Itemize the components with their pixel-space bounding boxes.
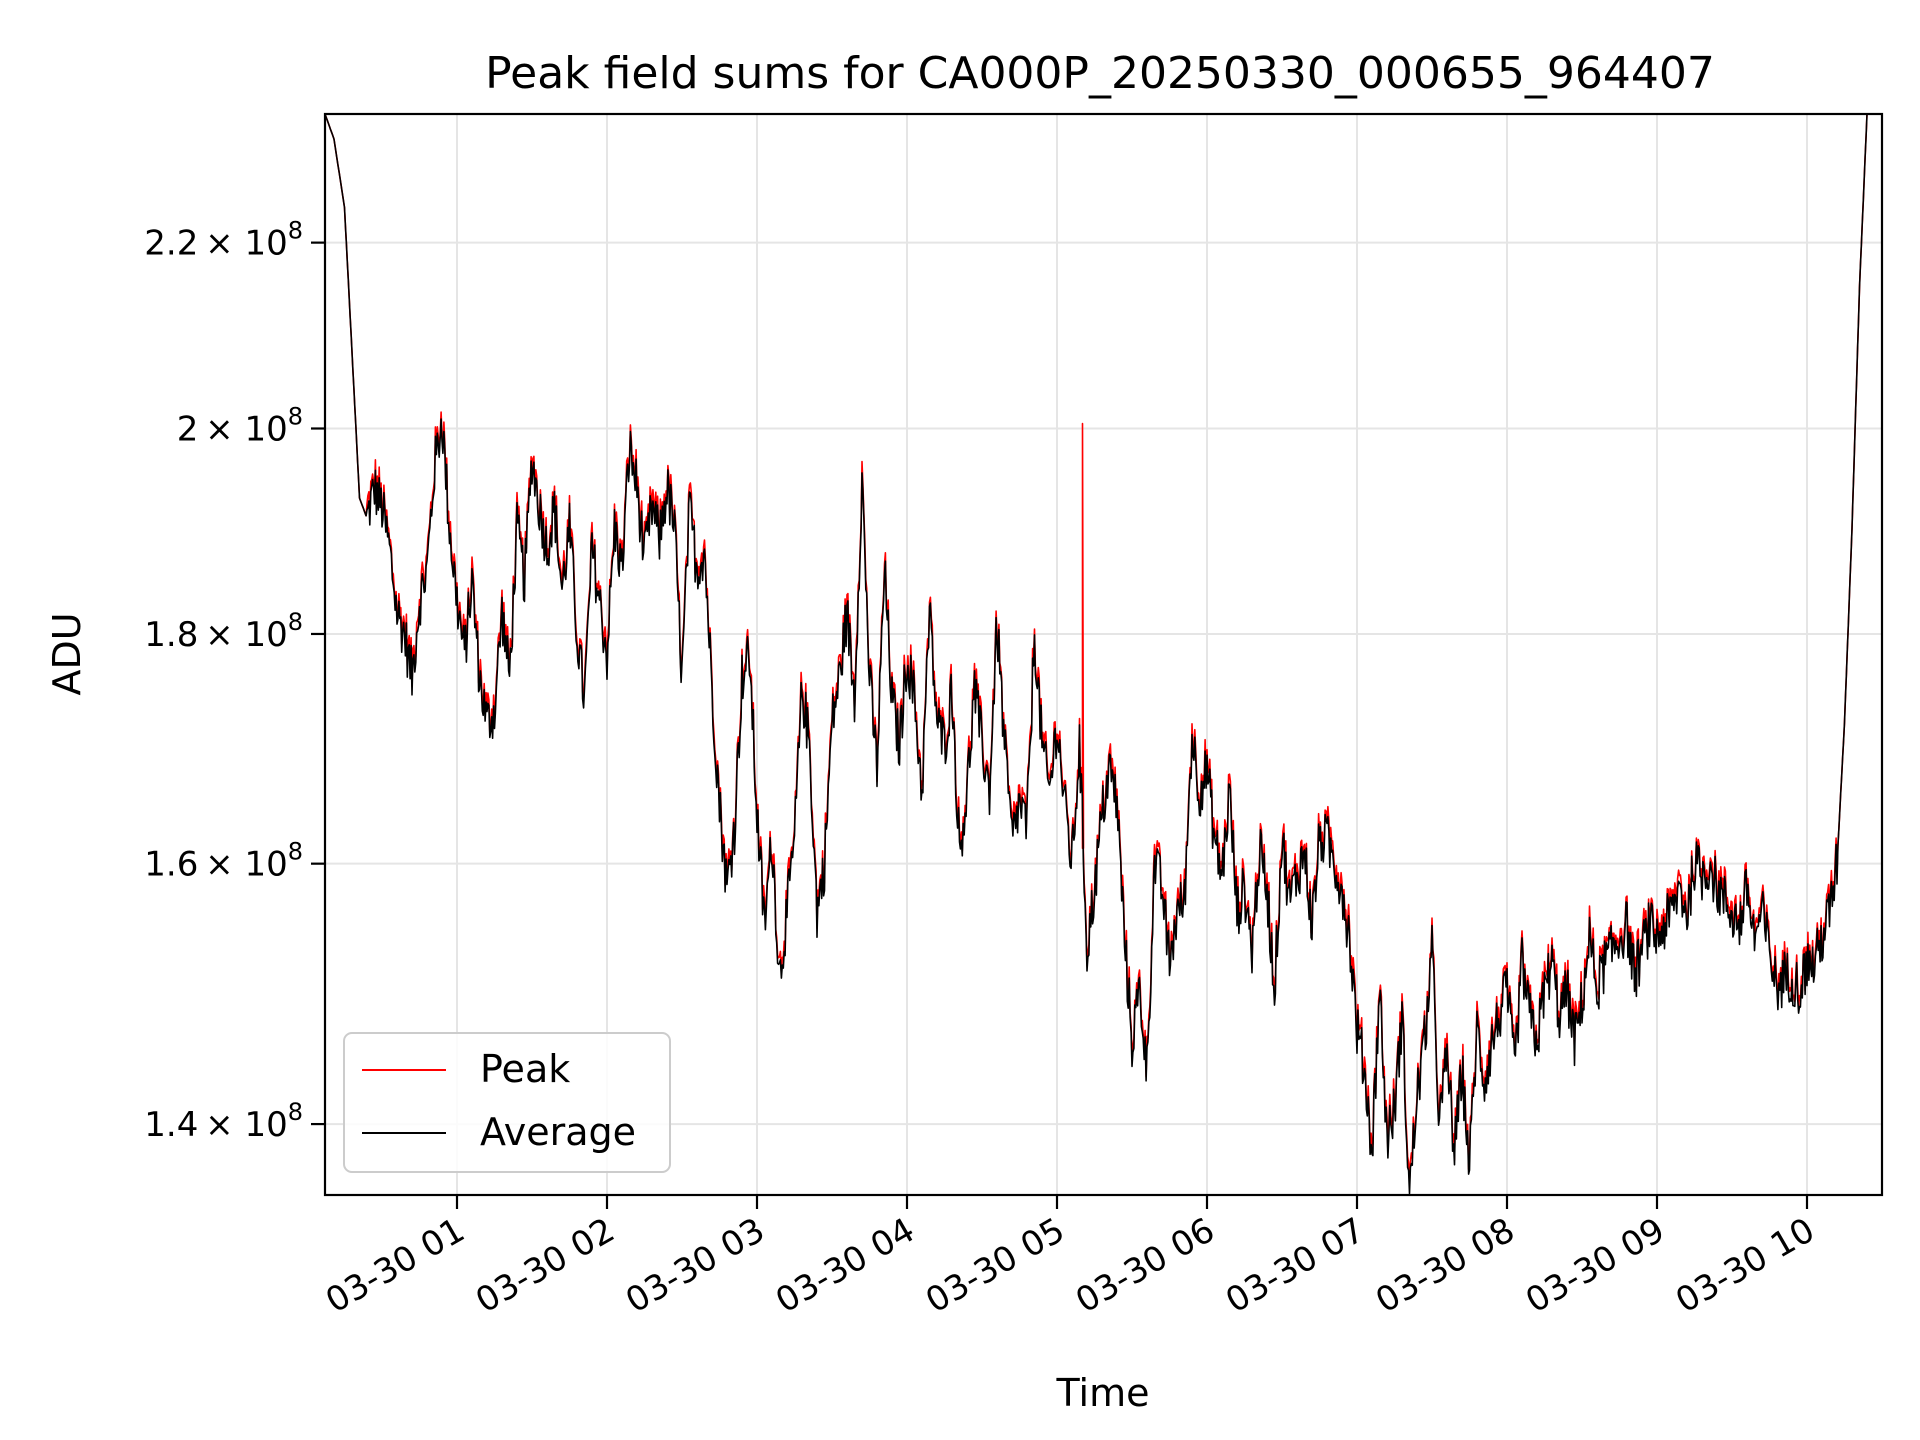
legend-box bbox=[343, 1032, 671, 1173]
y-tick-mantissa: 2 bbox=[177, 410, 199, 450]
y-tick-label: 2 × 108 bbox=[177, 403, 303, 450]
y-tick-label: 1.6 × 108 bbox=[144, 838, 303, 885]
y-tick-exponent: 8 bbox=[288, 217, 303, 245]
y-tick-label: 1.8 × 108 bbox=[144, 608, 303, 655]
y-tick-exponent: 8 bbox=[288, 403, 303, 431]
legend: Peak Average bbox=[343, 1032, 671, 1173]
x-axis-label: Time bbox=[1056, 1371, 1150, 1415]
y-tick-exponent: 8 bbox=[288, 838, 303, 866]
grid bbox=[325, 114, 1882, 1195]
y-tick-base: × 10 bbox=[198, 410, 287, 450]
series-average-line bbox=[324, 113, 1868, 1195]
y-tick-mantissa: 1.4 bbox=[144, 1105, 198, 1145]
legend-average-label: Average bbox=[480, 1110, 636, 1154]
y-tick-base: × 10 bbox=[198, 224, 287, 264]
y-tick-base: × 10 bbox=[198, 1105, 287, 1145]
chart-title: Peak field sums for CA000P_20250330_0006… bbox=[485, 48, 1715, 99]
y-tick-mantissa: 1.6 bbox=[144, 845, 198, 885]
y-tick-mantissa: 2.2 bbox=[144, 224, 198, 264]
legend-peak-label: Peak bbox=[480, 1047, 570, 1091]
y-tick-exponent: 8 bbox=[288, 1098, 303, 1126]
y-tick-exponent: 8 bbox=[288, 608, 303, 636]
plot-lines bbox=[324, 113, 1868, 1195]
plot-frame bbox=[323, 112, 1884, 1197]
y-tick-base: × 10 bbox=[198, 845, 287, 885]
y-tick-label: 1.4 × 108 bbox=[144, 1098, 303, 1145]
y-tick-label: 2.2 × 108 bbox=[144, 217, 303, 264]
y-axis-label: ADU bbox=[45, 612, 89, 695]
y-tick-base: × 10 bbox=[198, 615, 287, 655]
y-tick-mantissa: 1.8 bbox=[144, 615, 198, 655]
